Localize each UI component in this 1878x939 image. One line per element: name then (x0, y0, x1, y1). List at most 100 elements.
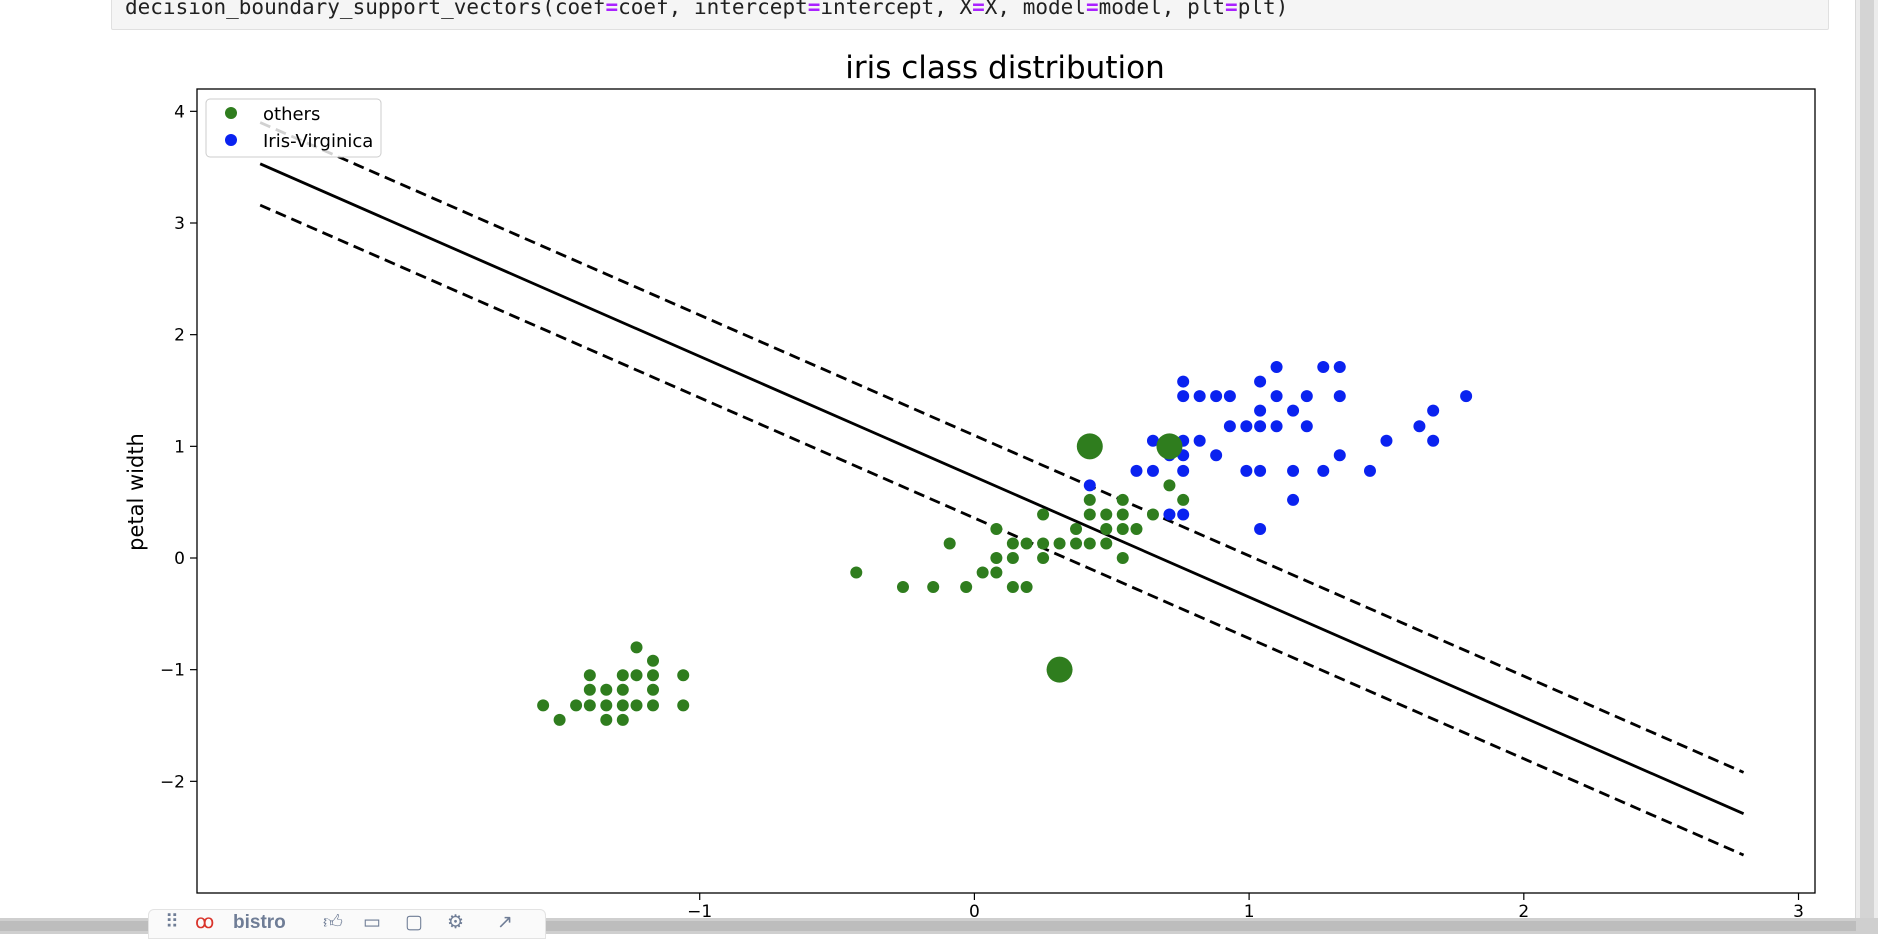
point-others (990, 522, 1003, 535)
point-others (616, 713, 629, 726)
point-virginica (1240, 420, 1253, 433)
toolbar-label[interactable]: bistro (233, 912, 286, 933)
point-virginica (1210, 449, 1223, 462)
point-virginica (1130, 464, 1143, 477)
point-others (976, 566, 989, 579)
point-others (1116, 493, 1129, 506)
point-virginica (1240, 464, 1253, 477)
y-tick-label: 2 (174, 326, 185, 346)
thumbs-up-icon[interactable]: 👍︎ (323, 912, 343, 933)
vertical-scrollbar[interactable] (1855, 0, 1878, 934)
point-others (616, 699, 629, 712)
point-virginica (1413, 420, 1426, 433)
code-text: plt) (1237, 0, 1289, 19)
point-others (553, 713, 566, 726)
y-tick-label: 1 (174, 437, 185, 457)
point-virginica (1333, 361, 1346, 374)
point-others (583, 683, 596, 696)
point-others (1006, 537, 1019, 550)
point-others (927, 581, 940, 594)
point-others (1177, 493, 1190, 506)
margin-line (259, 121, 1745, 774)
point-virginica (1270, 361, 1283, 374)
point-virginica (1223, 390, 1236, 403)
point-others (1006, 581, 1019, 594)
code-cell[interactable]: decision_boundary_support_vectors(coef=c… (111, 0, 1829, 30)
point-others (1100, 508, 1113, 521)
legend-box (205, 98, 382, 158)
point-others (1083, 508, 1096, 521)
code-line: decision_boundary_support_vectors(coef=c… (125, 0, 1288, 21)
point-virginica (1163, 508, 1176, 521)
point-others (570, 699, 583, 712)
legend-marker-virginica (225, 134, 237, 146)
point-others (1116, 508, 1129, 521)
point-virginica (1287, 464, 1300, 477)
point-virginica (1427, 404, 1440, 417)
point-virginica (1287, 404, 1300, 417)
x-axis: −1 0 1 2 3 (687, 893, 1804, 922)
code-text: decision_boundary_support_vectors(coef (125, 0, 606, 19)
legend: others Iris-Virginica (205, 98, 382, 158)
vertical-scrollbar-thumb[interactable] (1860, 0, 1874, 934)
point-others (1146, 508, 1159, 521)
y-tick-label: 3 (174, 214, 185, 234)
point-virginica (1146, 464, 1159, 477)
horizontal-scrollbar-thumb[interactable] (0, 921, 1856, 931)
point-virginica (1300, 390, 1313, 403)
code-operator: = (1225, 0, 1238, 19)
point-others (647, 683, 660, 696)
code-operator: = (1085, 0, 1099, 19)
x-tick-label: 1 (1244, 902, 1255, 922)
code-operator: = (807, 0, 821, 19)
point-virginica (1333, 449, 1346, 462)
y-axis-label: petal width (124, 433, 148, 551)
point-others (1116, 522, 1129, 535)
drag-handle-icon[interactable]: ⠿ (165, 912, 179, 933)
point-others (1037, 552, 1050, 564)
code-operator: = (972, 0, 985, 19)
point-others (1083, 537, 1096, 550)
support-vector (1156, 433, 1183, 460)
comment-icon[interactable]: ▭ (363, 912, 381, 933)
point-virginica (1333, 390, 1346, 403)
point-others (630, 641, 643, 654)
point-virginica (1300, 420, 1313, 433)
point-others (600, 713, 613, 726)
x-tick-label: 3 (1793, 902, 1804, 922)
point-virginica (1177, 464, 1190, 477)
point-others (1163, 479, 1176, 492)
bookmark-icon[interactable]: ▢ (405, 912, 423, 933)
point-others (647, 699, 660, 712)
point-virginica (1193, 434, 1206, 447)
point-others (1100, 537, 1113, 550)
settings-icon[interactable]: ⚙︎ (447, 912, 465, 933)
point-virginica (1254, 464, 1267, 477)
bistro-logo-icon: ꝏ (195, 912, 215, 933)
point-others (850, 566, 863, 579)
point-others (600, 699, 613, 712)
point-others (583, 669, 596, 682)
point-others (600, 683, 613, 696)
point-others (647, 654, 660, 667)
code-text: model, plt (1098, 0, 1226, 19)
point-virginica (1460, 390, 1473, 403)
point-virginica (1427, 434, 1440, 447)
point-others (1070, 537, 1083, 550)
point-others (630, 669, 643, 682)
x-tick-label: −1 (687, 902, 712, 922)
expand-icon[interactable]: ↗ (497, 912, 513, 933)
chart-title: iris class distribution (845, 50, 1164, 86)
x-tick-label: 0 (969, 902, 980, 922)
x-tick-label: 2 (1518, 902, 1529, 922)
point-others (630, 699, 643, 712)
y-axis: −2 −1 0 1 2 3 4 (160, 102, 197, 792)
boundary-lines (259, 121, 1745, 857)
point-others (1053, 537, 1066, 550)
legend-label-virginica: Iris-Virginica (263, 131, 373, 152)
code-operator: = (605, 0, 619, 19)
point-others (677, 669, 690, 682)
point-others (943, 537, 956, 550)
point-others (990, 566, 1003, 579)
